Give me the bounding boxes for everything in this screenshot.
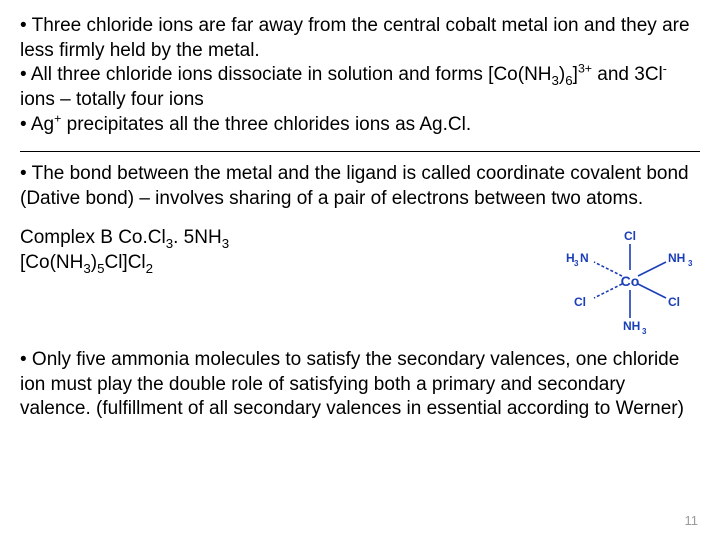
b3-b: precipitates all the three chlorides ion… bbox=[61, 114, 471, 135]
p1-text: • The bond between the metal and the lig… bbox=[20, 163, 689, 209]
structure-diagram: Co Cl NH 3 H 3 N Cl NH 3 Cl bbox=[560, 226, 700, 336]
cx-a: Complex B Co.Cl bbox=[20, 227, 166, 248]
section-2-p2: • Only five ammonia molecules to satisfy… bbox=[20, 348, 700, 422]
b1-text: • Three chloride ions are far away from … bbox=[20, 15, 690, 61]
fx-c: Cl]Cl bbox=[104, 252, 145, 273]
section-1: • Three chloride ions are far away from … bbox=[20, 14, 700, 137]
atom-ul-n: N bbox=[580, 251, 589, 265]
b2-sub2: 6 bbox=[565, 73, 572, 88]
section-2-p1: • The bond between the metal and the lig… bbox=[20, 162, 700, 211]
page-number: 11 bbox=[685, 513, 699, 530]
fx-sub1: 3 bbox=[83, 260, 90, 275]
atom-ll: Cl bbox=[574, 295, 586, 309]
b2-sub1: 3 bbox=[552, 73, 559, 88]
cx-b: . 5NH bbox=[173, 227, 222, 248]
b2-d: and 3Cl bbox=[592, 64, 663, 85]
cx-sub1: 3 bbox=[166, 236, 173, 251]
bullet-2: • All three chloride ions dissociate in … bbox=[20, 63, 700, 112]
cobalt-complex-svg: Co Cl NH 3 H 3 N Cl NH 3 Cl bbox=[560, 226, 700, 336]
atom-top: Cl bbox=[624, 229, 636, 243]
atom-center: Co bbox=[621, 273, 640, 289]
b2-e: ions – totally four ions bbox=[20, 89, 204, 110]
b3-a: • Ag bbox=[20, 114, 54, 135]
complex-text: Complex B Co.Cl3. 5NH3 [Co(NH3)5Cl]Cl2 bbox=[20, 226, 542, 275]
p2-text: • Only five ammonia molecules to satisfy… bbox=[20, 349, 684, 419]
divider bbox=[20, 151, 700, 152]
cx-sub2: 3 bbox=[222, 236, 229, 251]
atom-ur: NH bbox=[668, 251, 685, 265]
b2-sup1: 3+ bbox=[578, 62, 592, 76]
atom-lr: Cl bbox=[668, 295, 680, 309]
atom-ul-3: 3 bbox=[574, 259, 579, 268]
bullet-3: • Ag+ precipitates all the three chlorid… bbox=[20, 113, 700, 138]
fx-a: [Co(NH bbox=[20, 252, 83, 273]
atom-bottom-sub: 3 bbox=[642, 327, 647, 336]
atom-bottom: NH bbox=[623, 319, 640, 333]
atom-ur-sub: 3 bbox=[688, 259, 693, 268]
fx-sub3: 2 bbox=[146, 260, 153, 275]
complex-line2: [Co(NH3)5Cl]Cl2 bbox=[20, 251, 542, 276]
bullet-1: • Three chloride ions are far away from … bbox=[20, 14, 700, 63]
b2-a: • All three chloride ions dissociate in … bbox=[20, 64, 552, 85]
complex-row: Complex B Co.Cl3. 5NH3 [Co(NH3)5Cl]Cl2 C… bbox=[20, 226, 700, 336]
b2-sup2: - bbox=[663, 62, 667, 76]
complex-line1: Complex B Co.Cl3. 5NH3 bbox=[20, 226, 542, 251]
